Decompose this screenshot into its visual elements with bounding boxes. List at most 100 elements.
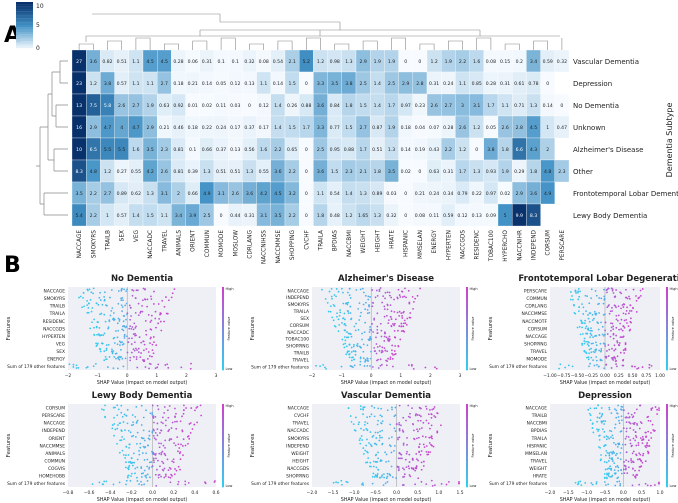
shap-point (399, 424, 402, 427)
shap-feature-label: PERSCARE (42, 413, 65, 419)
heatmap-cell-value: 1.3 (359, 191, 366, 197)
shap-point (340, 365, 343, 368)
colorbar-segment (16, 41, 33, 44)
shap-feature-label: ENERGY (47, 356, 65, 362)
shap-point (427, 451, 430, 453)
shap-point (591, 483, 594, 486)
heatmap-cell-value: 1.2 (90, 81, 97, 87)
shap-point (104, 320, 107, 323)
shap-colorbar-label: Feature value (671, 434, 675, 458)
shap-point (347, 336, 350, 339)
shap-point (187, 442, 189, 445)
shap-feature-label: TRAILA (293, 309, 309, 315)
shap-colorbar-segment (222, 461, 224, 467)
shap-point (644, 460, 647, 463)
shap-point (408, 453, 411, 456)
shap-point (578, 325, 581, 328)
shap-point (167, 469, 170, 472)
shap-x-tick-label: −0.6 (84, 490, 95, 496)
shap-point (604, 420, 607, 423)
row-dendrogram (36, 60, 68, 216)
shap-point (350, 359, 353, 362)
shap-point (344, 342, 347, 345)
shap-point (590, 297, 593, 300)
shap-point (610, 367, 613, 369)
shap-x-tick-label: −1 (338, 373, 345, 379)
shap-point (166, 458, 169, 461)
heatmap-cell-value: 2.3 (558, 169, 565, 175)
shap-point (604, 484, 607, 486)
shap-point (590, 288, 593, 291)
shap-colorbar-segment (222, 354, 224, 360)
shap-point (182, 454, 184, 457)
colorbar-segment (16, 31, 33, 35)
shap-colorbar-label: Feature value (471, 317, 475, 341)
shap-point (90, 310, 93, 313)
shap-point (407, 415, 410, 418)
shap-point (622, 312, 625, 315)
shap-point (77, 366, 80, 369)
shap-feature-label: HEIGHT (292, 458, 309, 464)
shap-point (349, 312, 352, 314)
shap-point (631, 452, 634, 455)
shap-point (383, 335, 386, 338)
shap-point (573, 311, 576, 314)
shap-point (156, 434, 159, 437)
shap-colorbar-segment (466, 328, 468, 334)
shap-point (403, 295, 406, 298)
shap-point (417, 430, 419, 433)
shap-point (458, 482, 460, 485)
shap-point (349, 415, 352, 417)
shap-point (418, 443, 421, 446)
shap-point (125, 290, 128, 292)
heatmap-cell-value: 1.3 (388, 147, 395, 153)
shap-colorbar-segment (222, 318, 224, 324)
shap-x-tick-label: 1 (399, 373, 402, 379)
shap-point (402, 310, 405, 313)
shap-point (639, 458, 642, 461)
shap-point (124, 429, 126, 432)
heatmap-column-label: ORIENT (191, 230, 197, 252)
shap-point (632, 422, 635, 425)
shap-point (611, 458, 614, 461)
shap-point (417, 477, 420, 480)
shap-point (108, 320, 111, 323)
shap-point (140, 476, 143, 478)
shap-point (622, 427, 625, 429)
shap-colorbar-segment (222, 455, 224, 462)
shap-x-tick-label: 0 (126, 373, 129, 379)
shap-point (377, 358, 380, 361)
heatmap-cell-value: 0.21 (159, 125, 169, 131)
shap-point (598, 417, 601, 419)
shap-point (131, 288, 133, 291)
shap-x-tick-label: 0.4 (191, 490, 198, 496)
shap-x-tick-label: −0.75 (557, 373, 571, 379)
shap-point (624, 343, 627, 346)
shap-point (375, 289, 378, 292)
shap-point (188, 437, 191, 440)
shap-point (425, 408, 428, 410)
shap-feature-label: TRAVEL (529, 458, 547, 464)
shap-point (359, 288, 362, 291)
shap-point (376, 460, 379, 463)
shap-point (125, 302, 128, 305)
shap-point (383, 347, 386, 350)
heatmap-cell-value: 2.7 (161, 81, 168, 87)
heatmap-cell-value: 0.08 (259, 59, 269, 65)
colorbar-segment (16, 22, 33, 26)
shap-point (595, 294, 598, 297)
shap-point (325, 368, 327, 370)
shap-point (391, 406, 393, 409)
shap-point (417, 419, 420, 422)
shap-point (648, 366, 651, 369)
heatmap-cell-value: 1.4 (274, 125, 281, 131)
heatmap-cell-value: 0.39 (188, 169, 198, 175)
shap-point (374, 350, 377, 352)
shap-point (587, 317, 590, 320)
shap-point (173, 288, 176, 291)
shap-point (373, 406, 376, 409)
shap-point (620, 472, 623, 475)
shap-colorbar-segment (222, 287, 224, 293)
shap-point (101, 408, 103, 411)
shap-point (140, 352, 142, 354)
